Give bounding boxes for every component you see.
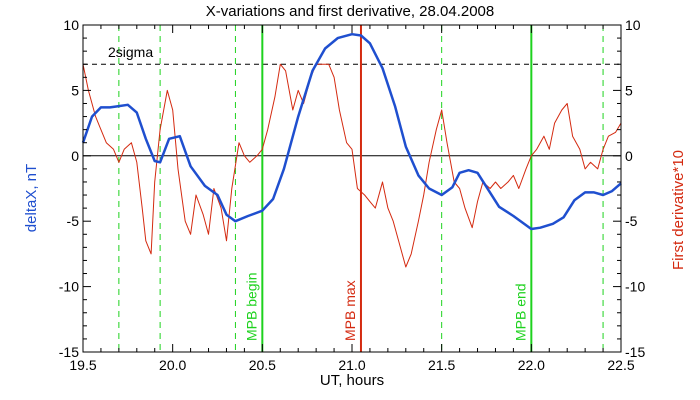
marker-label: MPB end bbox=[512, 283, 528, 341]
y-tick-label-left: -15 bbox=[59, 344, 79, 360]
y-tick-label-right: -10 bbox=[625, 279, 645, 295]
derivative-series-line bbox=[82, 63, 622, 268]
x-axis-label: UT, hours bbox=[320, 372, 384, 389]
x-tick-label: 21.0 bbox=[338, 357, 365, 373]
plot-frame bbox=[82, 24, 622, 353]
y-tick-label-right: 10 bbox=[625, 17, 641, 33]
x-tick-label: 20.5 bbox=[249, 357, 276, 373]
chart-title: X-variations and first derivative, 28.04… bbox=[206, 3, 495, 20]
x-tick-label: 22.5 bbox=[607, 357, 634, 373]
y-tick-label-right: -5 bbox=[625, 213, 638, 229]
x-tick-label: 22.0 bbox=[518, 357, 545, 373]
deltaX-series-line bbox=[81, 32, 622, 231]
y-tick-label-left: 5 bbox=[71, 82, 79, 98]
y-tick-label-left: 10 bbox=[63, 17, 79, 33]
y-tick-label-left: -10 bbox=[59, 279, 79, 295]
x-tick-label: 20.0 bbox=[159, 357, 186, 373]
sigma-label: 2sigma bbox=[108, 44, 153, 60]
x-tick-label: 19.5 bbox=[69, 357, 96, 373]
y-tick-label-right: -15 bbox=[625, 344, 645, 360]
x-tick-label: 21.5 bbox=[428, 357, 455, 373]
marker-label: MPB max bbox=[342, 280, 358, 341]
y-tick-label-left: -5 bbox=[67, 213, 80, 229]
y-tick-label-left: 0 bbox=[71, 148, 79, 164]
marker-label: MPB begin bbox=[243, 273, 259, 341]
y-axis-label-left: deltaX, nT bbox=[23, 164, 40, 232]
y-axis-label-right: First derivative*10 bbox=[670, 150, 687, 270]
y-tick-label-right: 0 bbox=[625, 148, 633, 164]
y-tick-label-right: 5 bbox=[625, 82, 633, 98]
